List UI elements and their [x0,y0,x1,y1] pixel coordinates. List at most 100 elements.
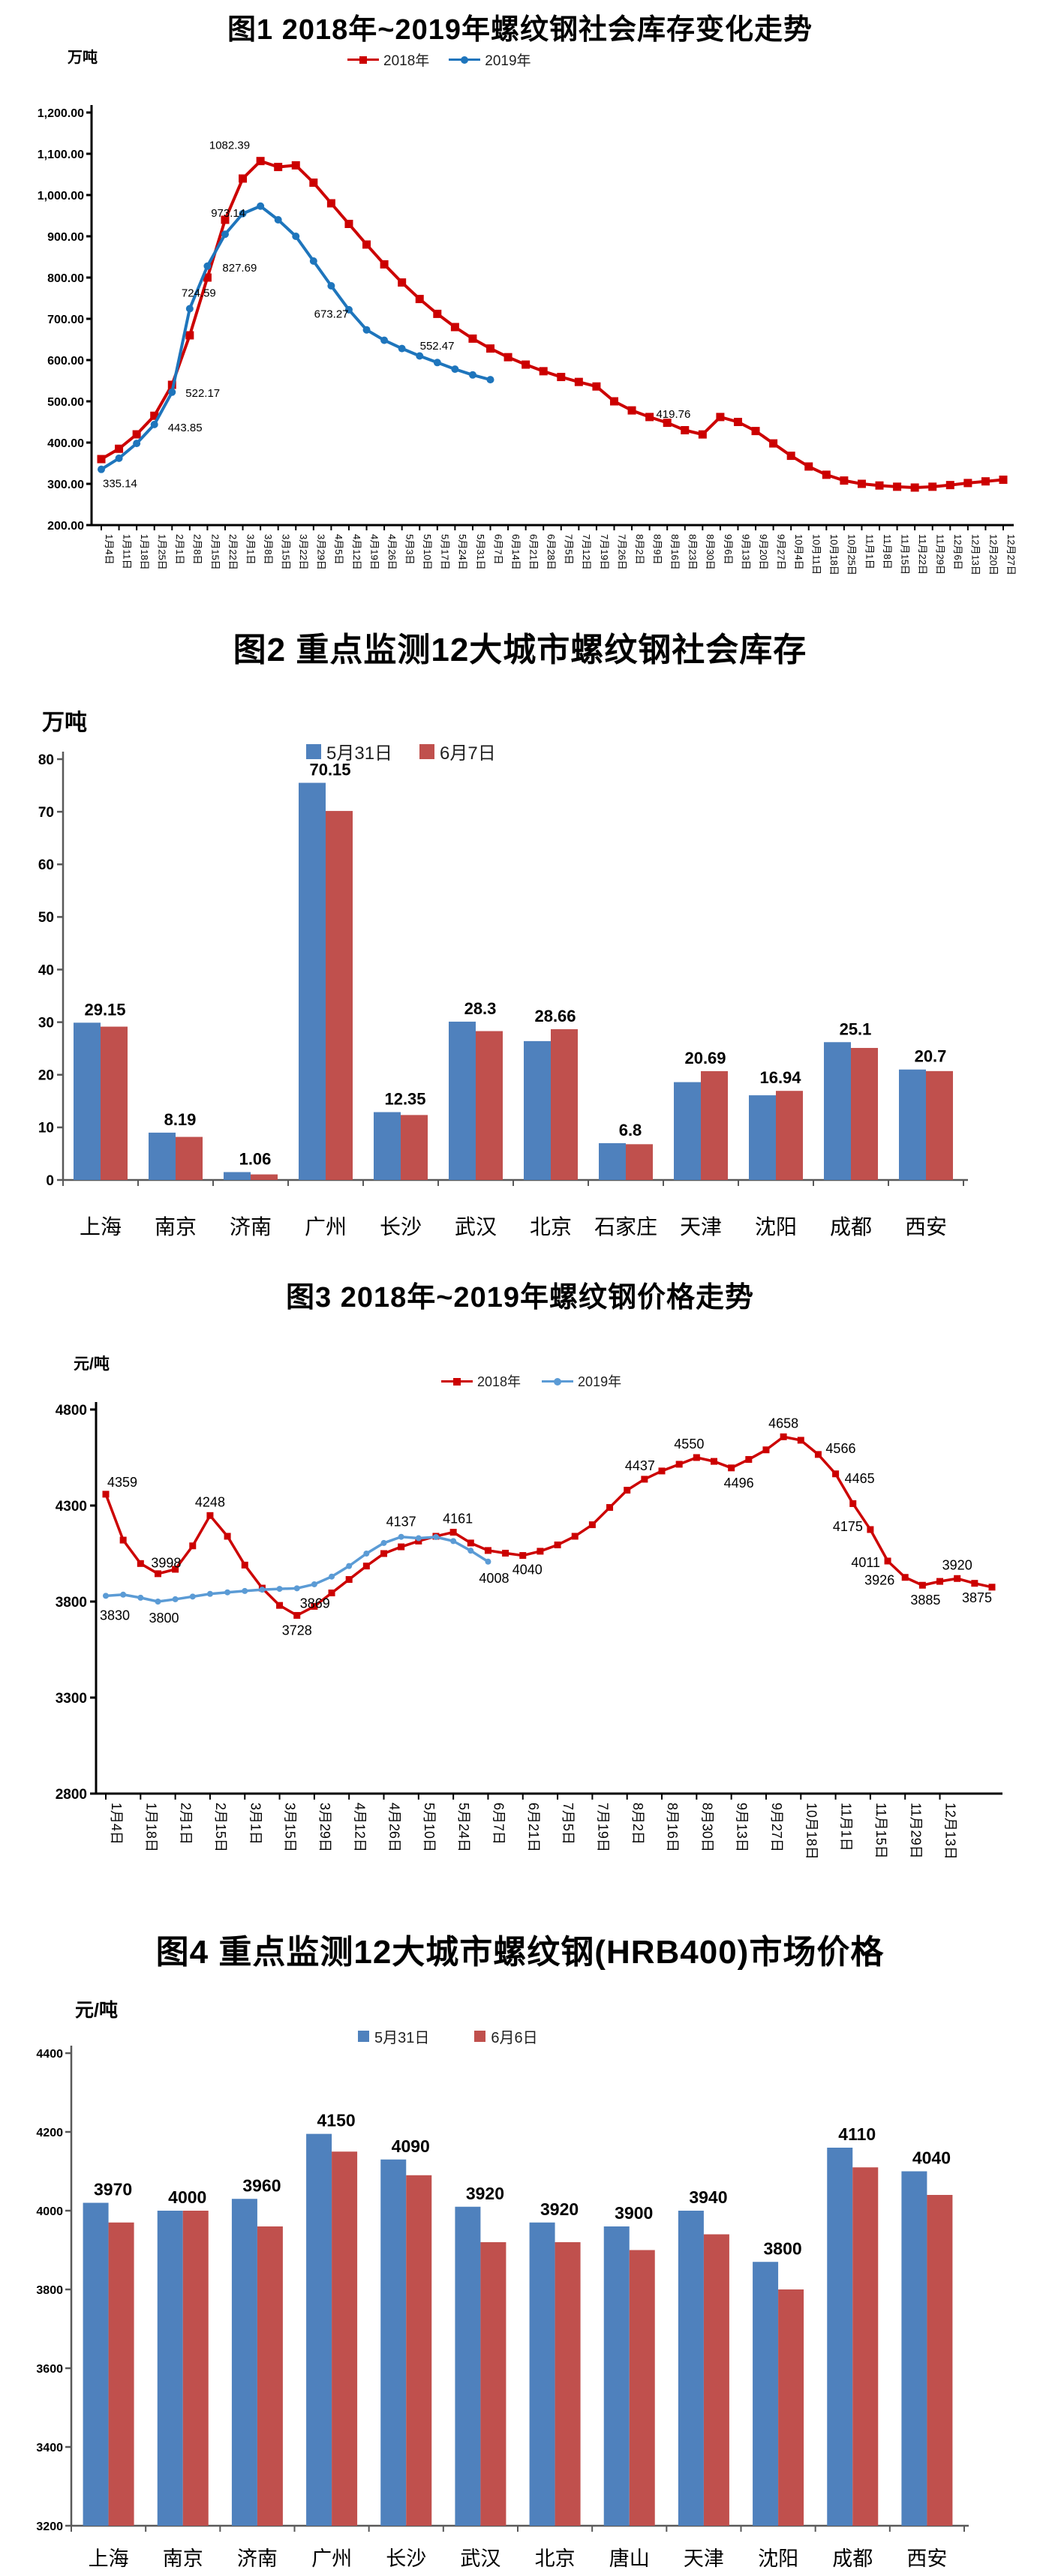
svg-text:7月5日: 7月5日 [564,534,575,564]
svg-text:3200: 3200 [36,2520,63,2533]
fig2-title: 图2 重点监测12大城市螺纹钢社会库存 [233,632,807,668]
svg-text:武汉: 武汉 [455,1215,497,1238]
svg-text:12月13日: 12月13日 [970,534,981,575]
svg-text:12月20日: 12月20日 [987,534,999,575]
svg-text:北京: 北京 [535,2547,576,2570]
svg-text:20.7: 20.7 [915,1047,947,1066]
svg-text:522.17: 522.17 [185,387,220,400]
svg-text:3885: 3885 [910,1593,940,1608]
fig1-legend-item-2019: 2019年 [449,50,531,70]
svg-text:5月3日: 5月3日 [404,534,416,564]
svg-text:40: 40 [38,962,54,978]
fig1-legend: 2018年 2019年 [347,50,531,70]
svg-text:3400: 3400 [36,2442,63,2454]
svg-text:11月29日: 11月29日 [935,534,946,575]
svg-text:6月7日: 6月7日 [492,534,503,564]
svg-text:30: 30 [38,1015,54,1031]
svg-text:11月8日: 11月8日 [882,534,893,569]
svg-text:3940: 3940 [689,2187,727,2207]
svg-text:4000: 4000 [36,2205,63,2218]
svg-text:11月1日: 11月1日 [864,534,875,569]
svg-text:8月16日: 8月16日 [665,1803,680,1852]
svg-text:沈阳: 沈阳 [758,2547,798,2570]
line-square-marker-icon [347,56,379,64]
svg-text:3600: 3600 [36,2363,63,2376]
svg-text:3月15日: 3月15日 [281,534,292,570]
fig1-legend-label-2018: 2018年 [383,53,430,69]
svg-text:4150: 4150 [317,2111,355,2130]
svg-text:上海: 上海 [89,2547,129,2570]
fig4-legend-label-may31: 5月31日 [374,2030,430,2046]
svg-text:3920: 3920 [942,1557,972,1572]
fig2-legend-item-may31: 5月31日 [306,738,392,764]
svg-text:3900: 3900 [615,2203,653,2223]
svg-text:28.66: 28.66 [534,1007,576,1025]
svg-text:6月21日: 6月21日 [526,1803,541,1852]
svg-text:4040: 4040 [512,1563,543,1578]
svg-text:1,100.00: 1,100.00 [38,149,84,161]
svg-text:8月30日: 8月30日 [699,1803,714,1852]
svg-text:4月19日: 4月19日 [368,534,380,570]
fig2-legend-item-jun7: 6月7日 [419,738,496,764]
fig3-y-unit: 元/吨 [74,1356,110,1373]
svg-text:4800: 4800 [56,1403,87,1419]
svg-text:3300: 3300 [56,1691,87,1707]
svg-text:4566: 4566 [825,1441,855,1456]
svg-text:5月31日: 5月31日 [475,534,486,570]
svg-text:827.69: 827.69 [222,262,257,275]
svg-text:成都: 成都 [832,2547,873,2570]
svg-text:7月12日: 7月12日 [581,534,592,570]
svg-text:12月13日: 12月13日 [943,1803,958,1860]
svg-text:2月15日: 2月15日 [213,1803,228,1852]
svg-text:3800: 3800 [56,1595,87,1611]
svg-text:3920: 3920 [466,2184,504,2203]
svg-text:3800: 3800 [763,2238,801,2258]
svg-text:4300: 4300 [56,1499,87,1515]
svg-text:3800: 3800 [149,1611,179,1626]
svg-text:1,200.00: 1,200.00 [38,107,84,120]
fig4-legend: 5月31日 6月6日 [358,2025,538,2047]
fig1-chart-plot: 200.00 300.00 400.00 500.00 600.00 700.00 800.… [38,105,1017,575]
svg-text:200.00: 200.00 [47,520,84,533]
svg-text:300.00: 300.00 [47,479,84,491]
svg-text:3926: 3926 [864,1573,894,1588]
svg-text:3830: 3830 [100,1608,130,1623]
figure-1: 图1 2018年~2019年螺纹钢社会库存变化走势 万吨 2018年 2019年… [0,0,1040,600]
svg-text:60: 60 [38,857,54,873]
svg-text:25.1: 25.1 [840,1019,872,1038]
svg-text:4175: 4175 [833,1519,863,1534]
svg-text:4月5日: 4月5日 [333,534,344,564]
fig4-legend-item-may31: 5月31日 [358,2025,429,2047]
svg-text:1月18日: 1月18日 [143,1803,158,1852]
fig4-legend-item-jun6: 6月6日 [474,2025,538,2047]
svg-text:西安: 西安 [905,1215,947,1238]
svg-text:4月12日: 4月12日 [352,1803,367,1852]
svg-text:4465: 4465 [845,1471,875,1486]
svg-text:9月6日: 9月6日 [723,534,734,564]
svg-text:3月1日: 3月1日 [248,1803,263,1845]
svg-text:4400: 4400 [36,2048,63,2061]
svg-text:4248: 4248 [195,1494,225,1509]
svg-text:1,000.00: 1,000.00 [38,190,84,203]
fig1-legend-item-2018: 2018年 [347,50,429,70]
svg-text:3月15日: 3月15日 [283,1803,298,1852]
svg-text:724.59: 724.59 [182,287,216,299]
svg-text:7月5日: 7月5日 [561,1803,576,1845]
svg-text:9月20日: 9月20日 [758,534,769,570]
svg-text:7月19日: 7月19日 [595,1803,610,1852]
svg-text:天津: 天津 [684,2547,724,2570]
svg-text:673.27: 673.27 [314,308,349,321]
svg-text:400.00: 400.00 [47,437,84,450]
svg-text:1月11日: 1月11日 [121,534,132,569]
svg-text:6月7日: 6月7日 [491,1803,506,1845]
svg-text:1月4日: 1月4日 [109,1803,124,1845]
svg-text:3月8日: 3月8日 [263,534,274,564]
svg-text:长沙: 长沙 [380,1215,422,1238]
svg-text:4359: 4359 [107,1475,137,1490]
svg-text:1月25日: 1月25日 [157,534,168,570]
svg-text:800.00: 800.00 [47,272,84,285]
svg-text:3998: 3998 [151,1555,181,1570]
svg-text:2月15日: 2月15日 [209,534,221,570]
svg-text:6月28日: 6月28日 [546,534,557,570]
